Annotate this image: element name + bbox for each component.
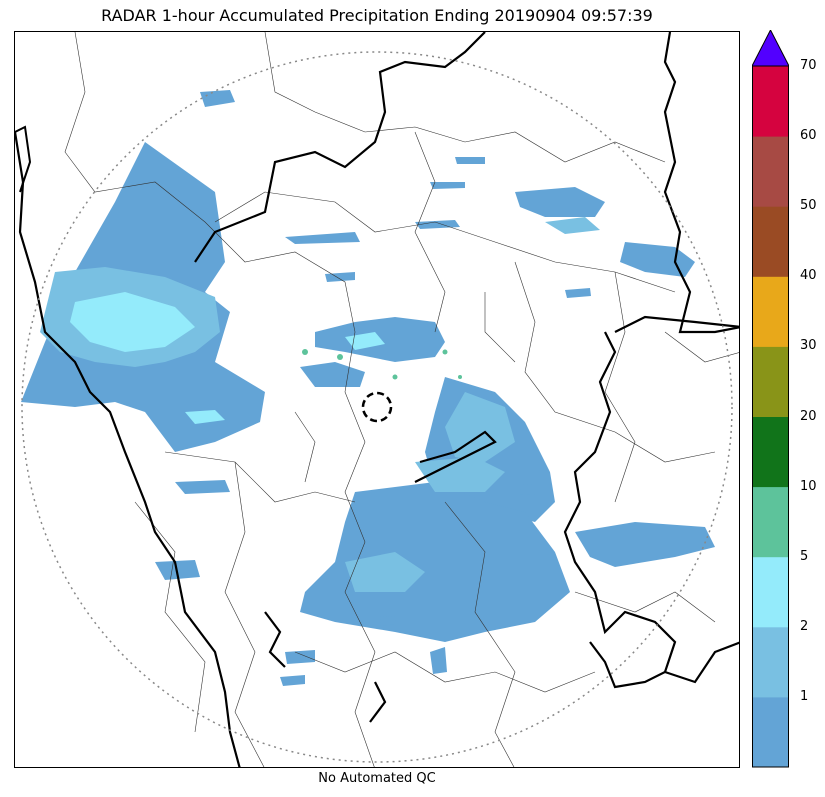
colorbar-bin-30-40: [752, 276, 789, 347]
colorbar-svg: [751, 28, 790, 768]
colorbar-bin-0-1: [752, 696, 789, 768]
colorbar-bin-60-70: [752, 66, 789, 137]
radar-map[interactable]: [14, 31, 740, 768]
colorbar-tick-label: 30: [800, 338, 817, 354]
colorbar-bin-20-30: [752, 346, 789, 417]
colorbar-bin-2-5: [752, 556, 789, 628]
colorbar-tick-label: 20: [800, 408, 817, 424]
colorbar-bin-1-2: [752, 626, 789, 698]
district-boundaries: [64, 32, 739, 767]
colorbar-tick-label: 5: [800, 548, 809, 564]
colorbar-bin-40-50: [752, 206, 789, 277]
colorbar-bin-50-60: [752, 136, 789, 207]
radar-map-canvas: [15, 32, 739, 767]
colorbar-tick-label: 2: [800, 618, 809, 634]
precip-light-layer: [21, 90, 715, 686]
coastline: [15, 125, 32, 193]
colorbar-extend-arrow: [751, 28, 790, 67]
colorbar-bin-5-10: [752, 486, 789, 558]
colorbar-tick-label: 50: [800, 198, 817, 214]
colorbar-tick-label: 10: [800, 478, 817, 494]
colorbar-tick-label: 1: [800, 688, 809, 704]
colorbar-tick-label: 60: [800, 128, 817, 144]
colorbar-tick-label: 70: [800, 58, 817, 73]
colorbar-frame: [752, 65, 789, 768]
qc-note: No Automated QC: [318, 771, 436, 786]
state-boundaries: [15, 32, 739, 767]
map-title: RADAR 1-hour Accumulated Precipitation E…: [101, 6, 653, 25]
colorbar-bin-10-20: [752, 416, 789, 488]
precip-heavy-layer: [70, 292, 385, 424]
precip-intense-layer: [302, 349, 462, 380]
colorbar-tick-label: 40: [800, 268, 817, 284]
range-ring: [21, 51, 733, 763]
colorbar: [751, 28, 790, 768]
radar-site-marker[interactable]: [361, 391, 393, 423]
